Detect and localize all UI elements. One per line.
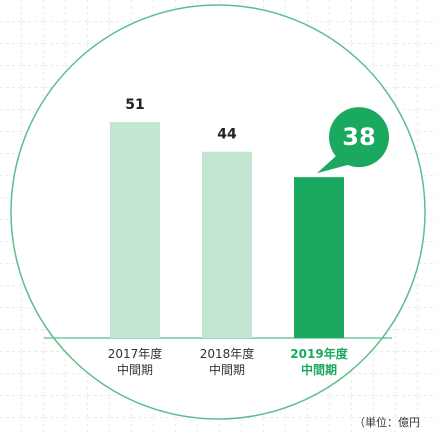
value-label: 38 [342,123,375,151]
bar [294,177,344,338]
value-bubble [329,107,389,168]
value-label: 44 [217,127,237,143]
category-label: 2019年度 中間期 [290,347,348,377]
value-label: 51 [125,97,144,113]
unit-note: （単位：億円 [354,416,420,429]
category-label: 2017年度 中間期 [107,347,163,377]
category-label: 2018年度 中間期 [199,347,255,377]
bar [110,122,160,338]
bar [202,151,252,338]
